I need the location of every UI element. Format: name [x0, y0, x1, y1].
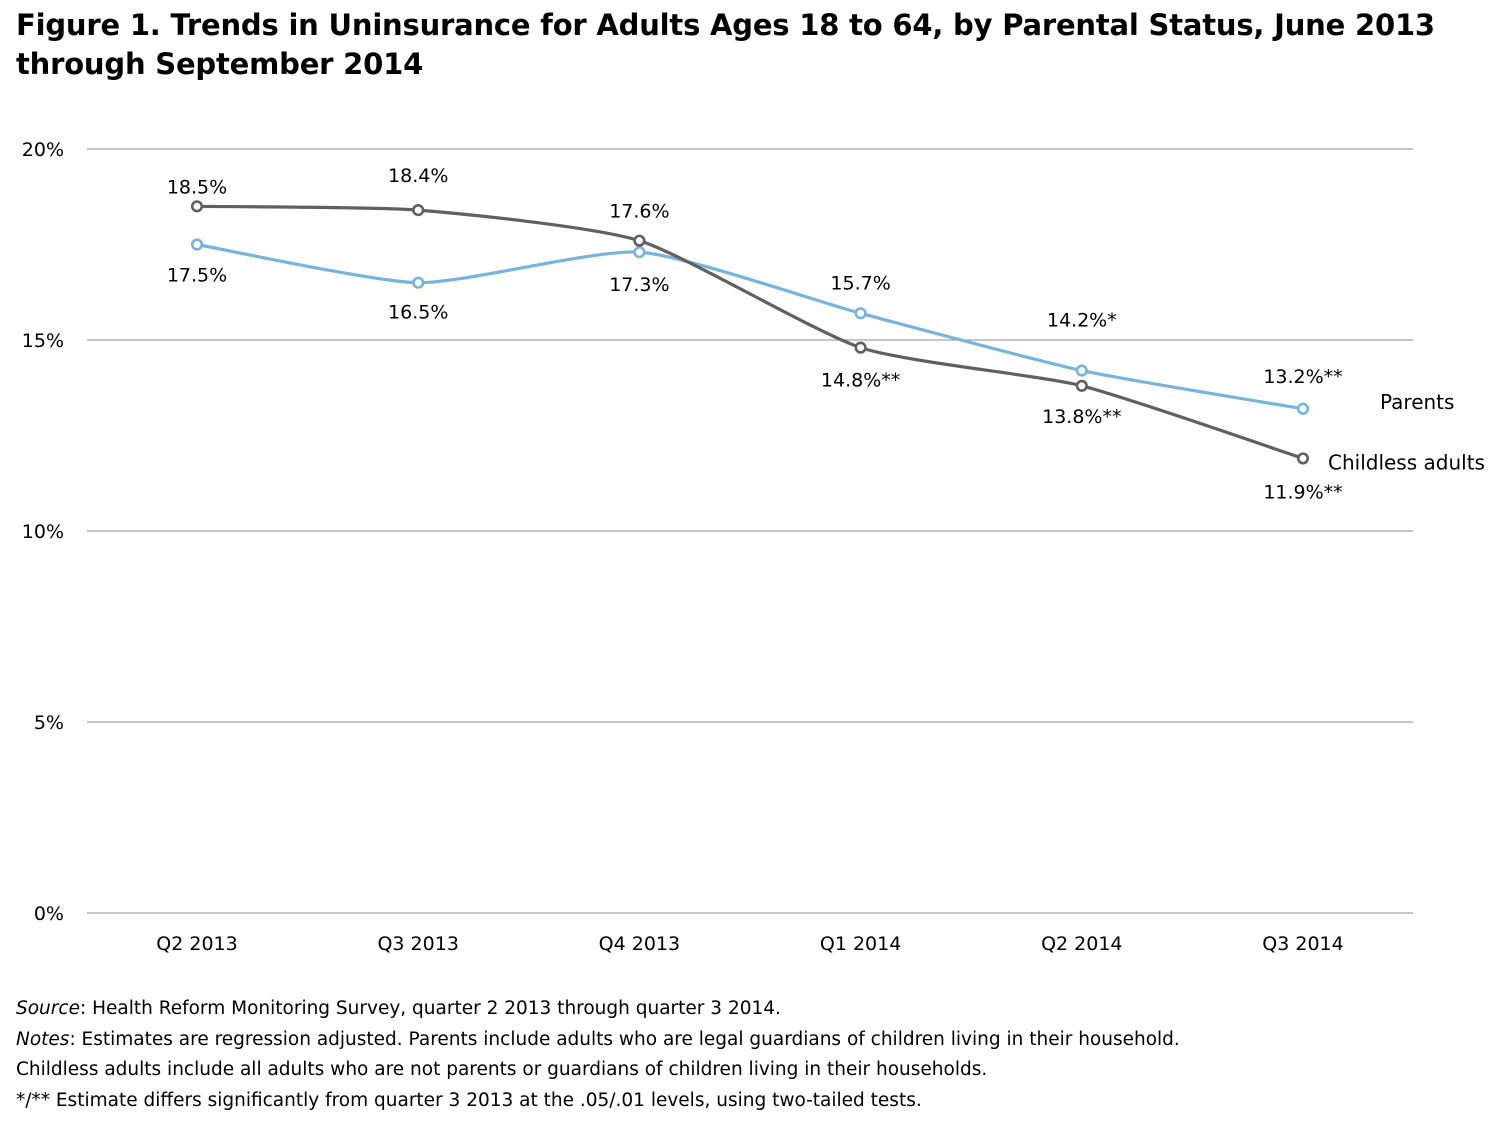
data-point-childless-adults [190, 200, 204, 213]
data-label-childless-adults: 14.8%** [821, 370, 900, 392]
data-label-parents: 17.5% [167, 265, 227, 287]
y-tick-label: 10% [22, 521, 64, 543]
line-chart: 0% 5% 10% 15% 20% Q2 2013 Q3 2013 Q4 2013 Q1 20… [22, 139, 1485, 955]
data-point-parents [190, 238, 204, 251]
series-points [190, 200, 1310, 465]
significance-note: */** Estimate differs significantly from… [16, 1089, 922, 1111]
source-label: Source [16, 998, 80, 1019]
data-label-childless-adults: 18.5% [167, 176, 227, 198]
data-label-childless-adults: 11.9%** [1263, 481, 1342, 503]
data-point-childless-adults [1296, 452, 1310, 465]
data-label-parents: 13.2%** [1263, 366, 1342, 388]
data-label-parents: 16.5% [388, 302, 448, 324]
data-label-parents: 14.2%* [1047, 310, 1117, 332]
y-axis-tick-labels: 0% 5% 10% 15% 20% [22, 139, 64, 925]
data-label-parents: 17.3% [609, 274, 669, 296]
series-label-childless-adults: Childless adults [1328, 450, 1485, 474]
series-lines [195, 204, 1305, 460]
gridlines [87, 148, 1413, 914]
x-tick-label: Q2 2013 [156, 933, 237, 955]
data-point-childless-adults [412, 204, 425, 217]
series-line-childless-adults [195, 204, 1305, 460]
y-tick-label: 15% [22, 330, 64, 352]
chart-notes: Source: Health Reform Monitoring Survey,… [16, 994, 1486, 1116]
x-tick-label: Q3 2014 [1262, 933, 1343, 955]
notes-label: Notes [16, 1028, 70, 1050]
data-point-childless-adults [854, 341, 867, 354]
notes-line-2: Childless adults include all adults who … [16, 1059, 988, 1080]
x-tick-label: Q4 2013 [599, 933, 680, 955]
source-text: : Health Reform Monitoring Survey, quart… [79, 998, 781, 1019]
notes-text: : Estimates are regression adjusted. Par… [69, 1028, 1180, 1050]
data-label-childless-adults: 13.8%** [1042, 406, 1121, 428]
notes-line: Notes: Estimates are regression adjusted… [16, 1025, 1486, 1056]
data-point-parents [854, 307, 867, 320]
data-point-childless-adults [633, 234, 646, 247]
x-tick-label: Q1 2014 [820, 933, 901, 955]
y-tick-label: 5% [34, 712, 64, 734]
data-point-parents [412, 276, 425, 289]
data-labels: 17.5% 16.5% 17.3% 15.7% 14.2%* 13.2%** 18.5% 18… [167, 165, 1343, 503]
series-label-parents: Parents [1380, 390, 1454, 414]
x-tick-label: Q3 2013 [377, 933, 458, 955]
y-tick-label: 0% [34, 903, 64, 925]
data-label-parents: 15.7% [830, 272, 890, 294]
y-tick-label: 20% [22, 139, 64, 161]
data-point-parents [1075, 364, 1088, 377]
source-line: Source: Health Reform Monitoring Survey,… [16, 994, 1486, 1025]
data-point-childless-adults [1075, 379, 1088, 392]
data-label-childless-adults: 18.4% [388, 165, 448, 187]
data-label-childless-adults: 17.6% [609, 201, 669, 223]
data-point-parents [1296, 402, 1310, 415]
series-line-parents [195, 242, 1305, 411]
x-tick-label: Q2 2014 [1041, 933, 1122, 955]
chart-title: Figure 1. Trends in Uninsurance for Adul… [16, 8, 1435, 81]
data-point-parents [633, 246, 646, 259]
x-axis-tick-labels: Q2 2013 Q3 2013 Q4 2013 Q1 2014 Q2 2014 Q3 20… [156, 933, 1343, 955]
series-labels: Parents Childless adults [1328, 390, 1485, 475]
